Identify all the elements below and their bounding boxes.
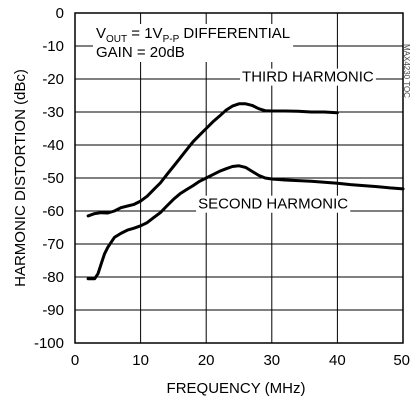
y-tick-label: -20 bbox=[42, 71, 64, 88]
x-tick-label: 30 bbox=[263, 352, 280, 369]
second-harmonic-label: SECOND HARMONIC bbox=[196, 195, 351, 213]
curve-annotations: THIRD HARMONIC SECOND HARMONIC bbox=[196, 68, 376, 213]
tick-labels: 0 -10 -20 -30 -40 -50 -60 -70 -80 -90 -100 0 10 20 30 4… bbox=[34, 5, 410, 369]
figure-code: MAX4230 TOC bbox=[402, 44, 410, 98]
x-tick-label: 10 bbox=[132, 352, 149, 369]
condition-gain-label: GAIN = 20dB bbox=[96, 44, 185, 61]
x-axis-label: FREQUENCY (MHz) bbox=[167, 380, 306, 397]
x-tick-label: 40 bbox=[329, 352, 346, 369]
second-harmonic-label-background bbox=[196, 195, 351, 213]
y-tick-label: -80 bbox=[42, 269, 64, 286]
condition-background bbox=[93, 24, 294, 62]
y-tick-label: 0 bbox=[56, 5, 64, 22]
second-harmonic-label-text: SECOND HARMONIC bbox=[198, 196, 348, 213]
curves bbox=[86, 102, 405, 281]
y-tick-label: -30 bbox=[42, 104, 64, 121]
grid bbox=[74, 12, 404, 344]
x-tick-label: 50 bbox=[393, 352, 410, 369]
third-harmonic-curve bbox=[86, 102, 339, 218]
third-harmonic-label-text: THIRD HARMONIC bbox=[242, 69, 374, 86]
y-tick-label: -100 bbox=[34, 335, 64, 352]
x-tick-label: 0 bbox=[71, 352, 79, 369]
condition-vout-label: VOUT = 1VP-P DIFFERENTIAL bbox=[96, 25, 290, 45]
plot-frame bbox=[74, 12, 404, 344]
y-tick-label: -40 bbox=[42, 137, 64, 154]
y-tick-label: -60 bbox=[42, 203, 64, 220]
plot-border bbox=[74, 12, 404, 344]
y-tick-label: -70 bbox=[42, 236, 64, 253]
third-harmonic-label-background bbox=[240, 68, 376, 86]
y-tick-label: -10 bbox=[42, 38, 64, 55]
second-harmonic-curve bbox=[86, 164, 405, 281]
x-tick-label: 20 bbox=[198, 352, 215, 369]
third-harmonic-label: THIRD HARMONIC bbox=[240, 68, 376, 86]
y-tick-label: -90 bbox=[42, 302, 64, 319]
y-tick-label: -50 bbox=[42, 170, 64, 187]
y-axis-label: HARMONIC DISTORTION (dBc) bbox=[12, 69, 29, 287]
